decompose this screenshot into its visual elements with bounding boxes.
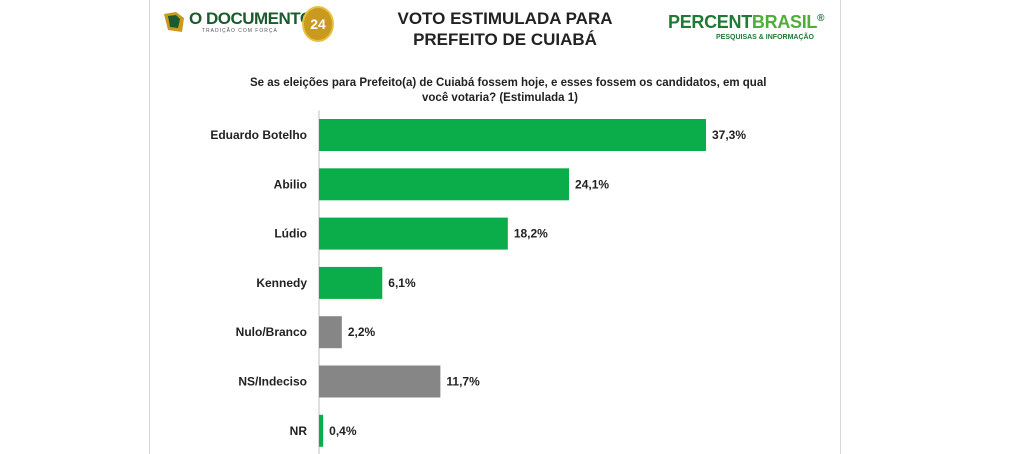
- bar: [319, 119, 706, 151]
- title-line-1: VOTO ESTIMULADA PARA: [397, 9, 613, 28]
- percent-brasil-part1: PERCENT: [668, 12, 752, 32]
- data-label: 18,2%: [514, 227, 548, 241]
- category-label: Abilio: [274, 177, 307, 191]
- registered-mark: ®: [817, 13, 825, 24]
- bar: [319, 365, 441, 398]
- anniversary-seal: 24: [302, 6, 334, 42]
- data-label: 0,4%: [329, 424, 357, 438]
- percent-brasil-wordmark: PERCENTBRASIL®: [668, 12, 825, 33]
- category-label: Nulo/Branco: [236, 325, 307, 339]
- o-documento-logo: O DOCUMENTO TRADIÇÃO COM FORÇA 24: [162, 4, 334, 44]
- category-label: Eduardo Botelho: [210, 128, 307, 142]
- data-label: 11,7%: [446, 375, 480, 389]
- question-line-1: Se as eleições para Prefeito(a) de Cuiab…: [250, 77, 767, 89]
- o-documento-tagline: TRADIÇÃO COM FORÇA: [202, 28, 278, 34]
- category-label: NS/Indeciso: [238, 375, 307, 389]
- category-label: Kennedy: [256, 276, 307, 290]
- bar: [319, 168, 570, 201]
- percent-brasil-logo: PERCENTBRASIL® PESQUISAS & INFORMAÇÃO: [668, 6, 828, 46]
- bar: [319, 316, 342, 349]
- data-label: 6,1%: [388, 276, 416, 290]
- question-text: Se as eleições para Prefeito(a) de Cuiab…: [250, 76, 767, 106]
- bars-layer: Eduardo Botelho 37,3% Abilio 24,1% Lúdio 18,2…: [210, 119, 746, 447]
- percent-brasil-tagline: PESQUISAS & INFORMAÇÃO: [716, 34, 815, 41]
- category-label: Lúdio: [274, 227, 307, 241]
- page-title: VOTO ESTIMULADA PARA PREFEITO DE CUIABÁ: [360, 8, 650, 50]
- o-documento-mark-icon: [164, 12, 184, 32]
- data-label: 2,2%: [348, 325, 376, 339]
- question-line-2: você votaria? (Estimulada 1): [422, 92, 578, 104]
- data-label: 37,3%: [712, 128, 746, 142]
- title-line-2: PREFEITO DE CUIABÁ: [413, 30, 597, 49]
- percent-brasil-part2: BRASIL: [751, 12, 818, 32]
- data-label: 24,1%: [575, 177, 609, 191]
- o-documento-wordmark: O DOCUMENTO: [189, 9, 313, 28]
- category-label: NR: [290, 424, 308, 438]
- bar: [319, 414, 324, 447]
- bar: [319, 266, 383, 299]
- bar: [319, 217, 508, 250]
